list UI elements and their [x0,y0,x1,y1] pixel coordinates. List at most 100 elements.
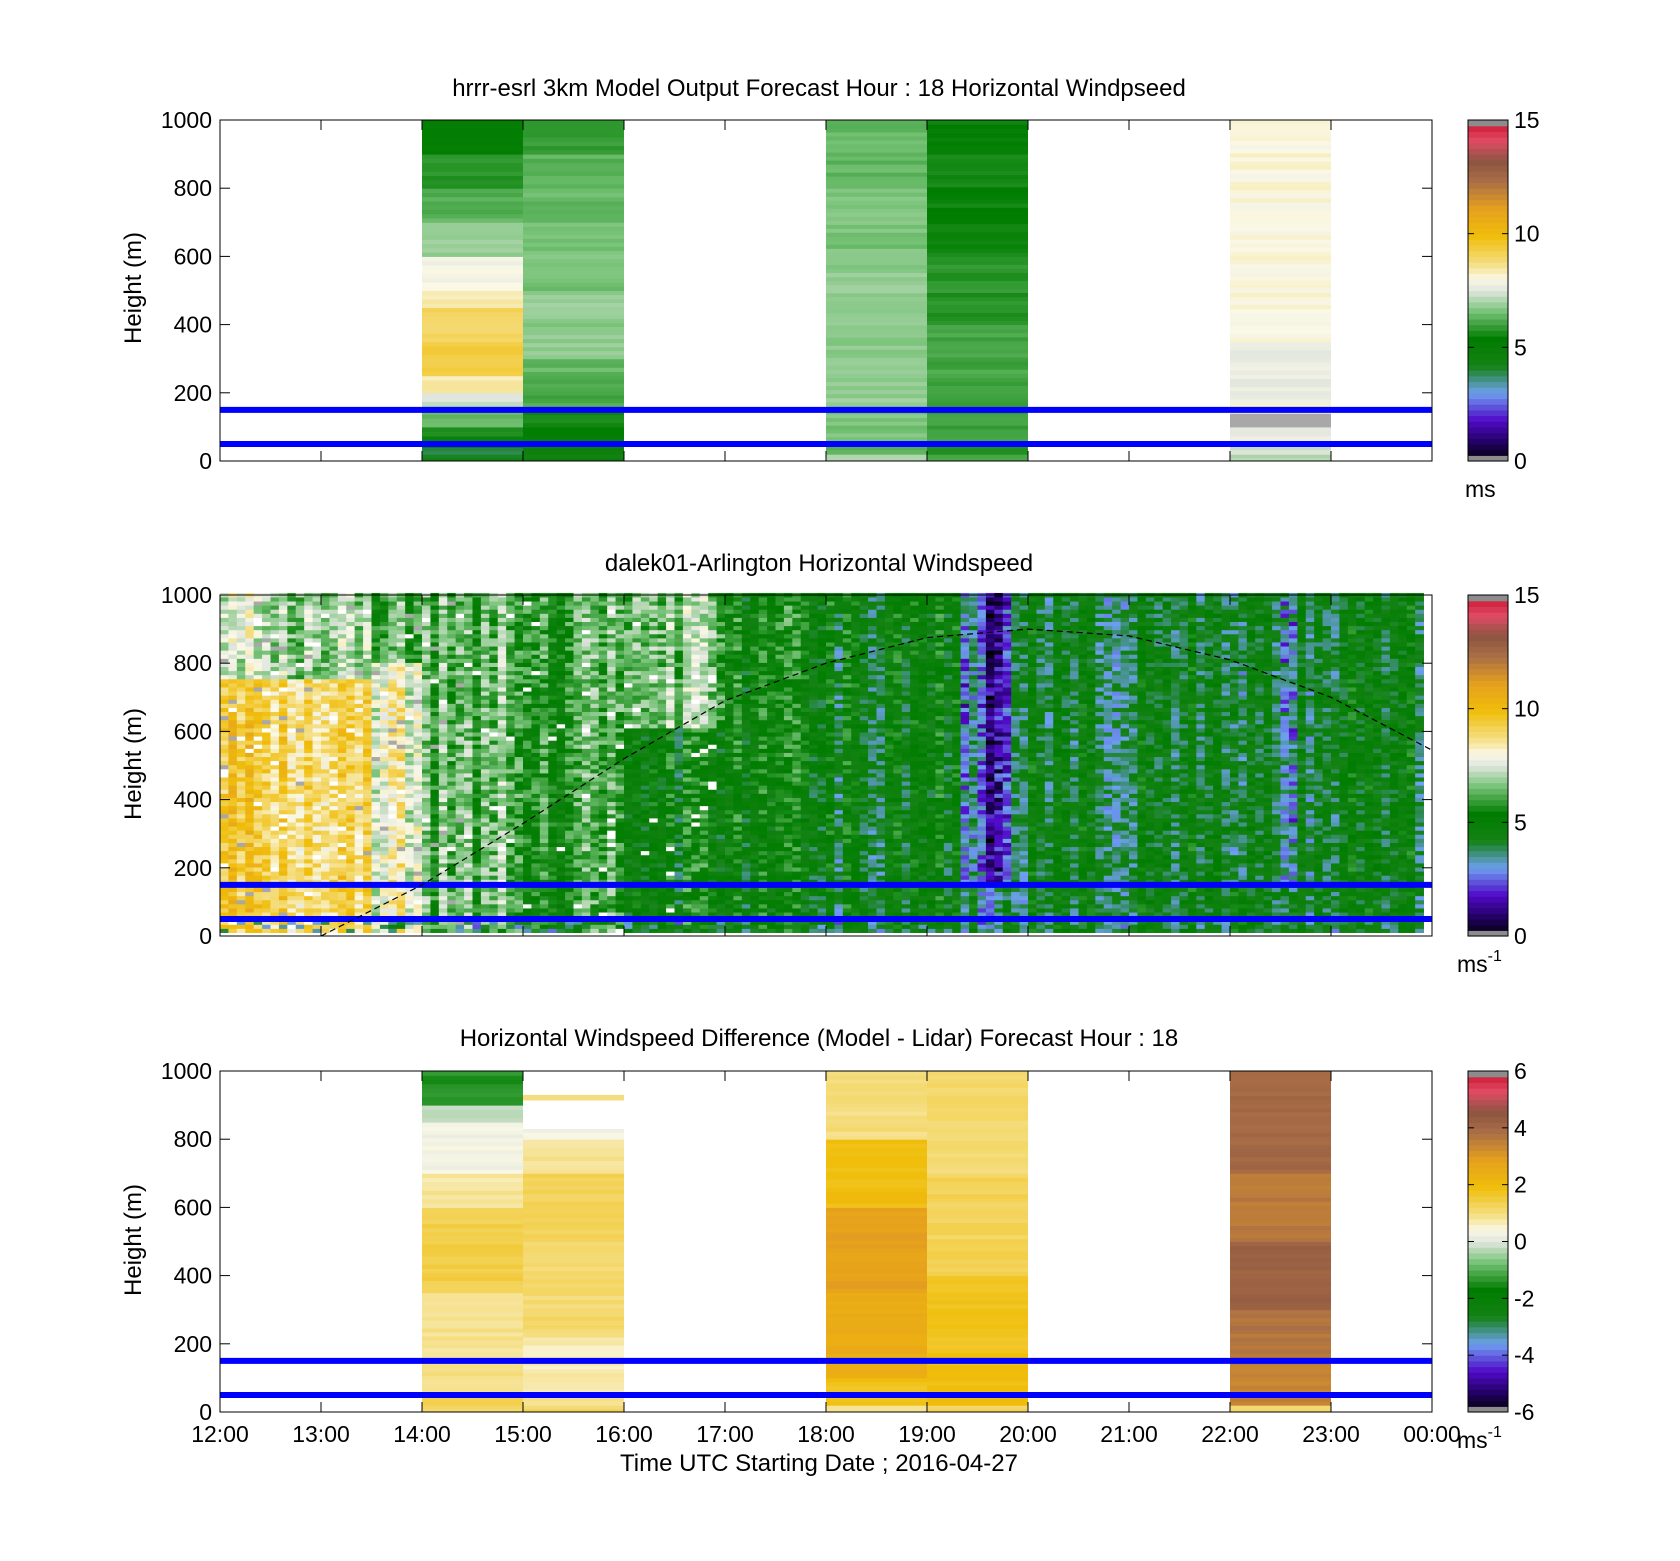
heatmap-cell [312,658,322,663]
heatmap-cell [287,846,297,852]
heatmap-cell [581,695,591,700]
heatmap-cell [321,752,330,758]
heatmap-cell [573,768,583,774]
heatmap-cell [430,633,440,639]
heatmap-cell [447,740,457,745]
heatmap-cell [337,809,347,815]
heatmap-cell [346,809,356,815]
heatmap-cell [228,818,238,823]
heatmap-cell [826,192,927,197]
heatmap-cell [287,764,297,770]
heatmap-cell [556,924,566,929]
heatmap-cell [396,703,406,708]
heatmap-cell [573,809,583,815]
heatmap-cell [405,723,414,729]
heatmap-cell [329,764,339,770]
heatmap-cell [640,637,650,643]
heatmap-cell [539,744,549,749]
heatmap-cell [598,625,608,631]
heatmap-cell [472,773,482,778]
heatmap-cell [649,875,659,880]
heatmap-cell [371,768,381,774]
heatmap-cell [422,183,523,189]
heatmap-cell [514,850,524,856]
heatmap-cell [826,304,927,310]
heatmap-cell [480,715,490,721]
heatmap-cell [927,432,1028,438]
heatmap-cell [287,625,297,631]
heatmap-cell [354,867,364,872]
heatmap-cell [422,303,523,309]
heatmap-cell [581,736,591,741]
heatmap-cell [927,324,1028,330]
heatmap-cell [220,748,229,753]
heatmap-cell [640,646,650,651]
heatmap-cell [565,670,574,676]
heatmap-cell [598,768,608,774]
heatmap-cell [329,793,339,798]
heatmap-cell [598,613,608,618]
heatmap-cell [472,920,482,925]
heatmap-cell [607,899,616,905]
heatmap-cell [523,711,532,717]
heatmap-cell [506,793,515,798]
heatmap-cell [1230,341,1331,347]
heatmap-cell [506,666,515,672]
heatmap-cell [371,854,381,860]
heatmap-cell [287,920,297,925]
heatmap-cell [354,629,364,635]
heatmap-cell [927,124,1028,130]
heatmap-cell [523,371,624,377]
heatmap-cell [354,752,364,758]
heatmap-cell [413,785,423,790]
heatmap-cell [455,699,465,704]
heatmap-cell [337,605,347,610]
heatmap-cell [396,850,406,856]
heatmap-cell [573,727,583,733]
heatmap-cell [565,928,574,933]
heatmap-cell [666,809,675,815]
heatmap-cell [346,797,356,803]
heatmap-cell [354,666,364,672]
heatmap-cell [422,760,431,766]
heatmap-cell [388,924,398,929]
heatmap-cell [295,822,305,827]
heatmap-cell [640,666,650,672]
heatmap-cell [253,736,263,741]
heatmap-cell [253,920,263,925]
heatmap-cell [422,235,523,240]
heatmap-cell [253,891,263,897]
heatmap-cell [262,752,271,758]
heatmap-cell [657,727,667,733]
heatmap-cell [531,744,541,749]
heatmap-cell [556,797,566,803]
heatmap-cell [640,826,650,831]
heatmap-cell [607,854,616,860]
heatmap-cell [388,629,398,635]
heatmap-cell [329,875,339,880]
heatmap-cell [1230,226,1331,232]
heatmap-cell [489,879,499,884]
heatmap-cell [270,740,280,745]
heatmap-cell [220,752,229,758]
heatmap-cell [422,311,523,317]
heatmap-cell [396,752,406,758]
heatmap-cell [287,723,297,729]
heatmap-cell [1230,398,1331,404]
heatmap-cell [523,662,532,668]
heatmap-cell [295,834,305,839]
heatmap-cell [826,128,927,133]
colorbar-segment [1468,267,1508,275]
heatmap-cell [363,899,372,905]
heatmap-cell [598,822,608,827]
heatmap-cell [405,838,414,843]
heatmap-cell [826,124,927,129]
heatmap-cell [506,895,515,901]
heatmap-cell [531,695,541,700]
heatmap-cell [523,858,532,864]
heatmap-cell [304,879,313,884]
heatmap-cell [556,613,566,618]
heatmap-cell [329,920,339,925]
heatmap-cell [371,822,381,827]
heatmap-cell [371,912,381,917]
